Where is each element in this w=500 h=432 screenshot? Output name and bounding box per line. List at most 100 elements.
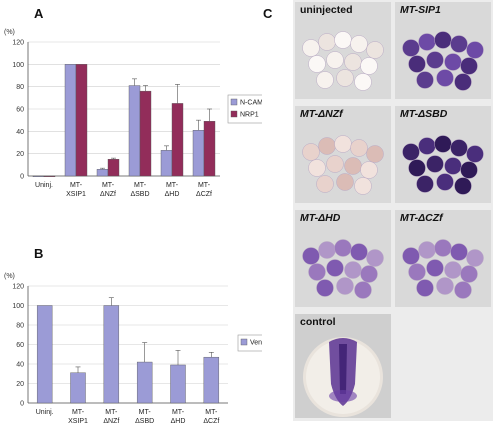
photo-mt-dczf: MT-ΔCZf [395, 210, 491, 307]
embryo [308, 55, 326, 73]
embryo [334, 239, 352, 257]
y-tick-label: 60 [16, 107, 24, 114]
bar [160, 150, 173, 177]
embryo [350, 35, 368, 53]
embryo [416, 279, 434, 297]
bar [64, 64, 77, 177]
bar [203, 121, 216, 177]
photo-mt-dsbd: MT-ΔSBD [395, 106, 491, 203]
embryo [454, 281, 472, 299]
embryo [350, 243, 368, 261]
y-tick-label: 80 [16, 323, 24, 330]
embryo [354, 177, 372, 195]
embryo [344, 157, 362, 175]
embryo [454, 73, 472, 91]
embryo [402, 247, 420, 265]
photo-mt-sip1: MT-SIP1 [395, 2, 491, 99]
embryo [354, 281, 372, 299]
embryo [450, 243, 468, 261]
embryo [360, 265, 378, 283]
y-tick-label: 120 [12, 40, 24, 47]
x-tick-label: Uninj. [35, 182, 53, 189]
embryo [350, 139, 368, 157]
y-tick-label: 120 [12, 284, 24, 291]
embryo [436, 173, 454, 191]
bar [136, 361, 153, 404]
embryo [366, 249, 384, 267]
embryo [426, 51, 444, 69]
x-tick-label: MT-ΔNZf [100, 182, 116, 198]
y-tick-label: 80 [16, 84, 24, 91]
embryo [454, 177, 472, 195]
embryo [326, 259, 344, 277]
y-tick-label: 0 [20, 174, 24, 181]
y-unit-label: (%) [4, 273, 15, 280]
bar [96, 169, 109, 177]
photo-label: uninjected [300, 4, 353, 16]
embryo [360, 161, 378, 179]
embryo [336, 173, 354, 191]
embryo [318, 241, 336, 259]
embryo [436, 69, 454, 87]
embryo-image [295, 106, 391, 203]
photo-control: control [295, 314, 391, 418]
x-tick-label: MT-ΔSBD [135, 409, 154, 425]
panel-b-letter: B [34, 246, 44, 261]
chart-a: (%) 0 20 40 60 80 100 120 Uninj. MT-XSIP1 MT-ΔNZf M… [4, 29, 262, 198]
legend-label: NRP1 [240, 112, 259, 119]
x-tick-label: MT-XSIP1 [68, 409, 88, 425]
x-tick-label: MT-ΔHD [165, 182, 180, 198]
bar [36, 305, 53, 404]
embryo [360, 57, 378, 75]
embryo [466, 249, 484, 267]
x-tick-label: MT-ΔHD [171, 409, 186, 425]
embryo [416, 175, 434, 193]
embryo [416, 71, 434, 89]
bar [107, 159, 120, 177]
bar [171, 103, 184, 177]
bar [170, 364, 186, 404]
embryo [366, 145, 384, 163]
photo-label: MT-ΔCZf [400, 212, 443, 224]
panel-a-letter: A [34, 6, 44, 21]
embryo [336, 69, 354, 87]
embryo [302, 247, 320, 265]
embryo [308, 159, 326, 177]
bar [43, 175, 56, 178]
embryo-image [395, 106, 491, 203]
embryo [466, 41, 484, 59]
embryo [434, 239, 452, 257]
bar [139, 90, 152, 177]
embryo [318, 137, 336, 155]
embryo [402, 143, 420, 161]
embryo [450, 35, 468, 53]
embryo [460, 57, 478, 75]
bar [32, 175, 45, 178]
embryo [344, 53, 362, 71]
embryo [326, 155, 344, 173]
embryo-image [395, 2, 491, 99]
x-tick-label: Uninj. [36, 409, 54, 416]
embryo [426, 259, 444, 277]
chart-b: (%) 0 20 40 60 80 100 120 Uninj. MT-XSIP1 MT-ΔNZf M… [4, 273, 262, 425]
embryo [308, 263, 326, 281]
bar [203, 356, 220, 404]
embryo-image [295, 210, 391, 307]
embryo [418, 241, 436, 259]
y-tick-label: 100 [12, 62, 24, 69]
embryo [302, 143, 320, 161]
embryo-image [395, 210, 491, 307]
photo-label: MT-ΔSBD [400, 108, 448, 120]
embryo [316, 175, 334, 193]
legend-swatch [230, 110, 238, 118]
embryo [402, 39, 420, 57]
embryo [334, 31, 352, 49]
x-tick-label: MT-ΔCZf [196, 182, 212, 198]
embryo [450, 139, 468, 157]
embryo [302, 39, 320, 57]
y-tick-label: 60 [16, 342, 24, 349]
embryo [408, 55, 426, 73]
embryo [326, 51, 344, 69]
y-unit-label: (%) [4, 29, 15, 36]
x-tick-label: MT-ΔSBD [130, 182, 149, 198]
